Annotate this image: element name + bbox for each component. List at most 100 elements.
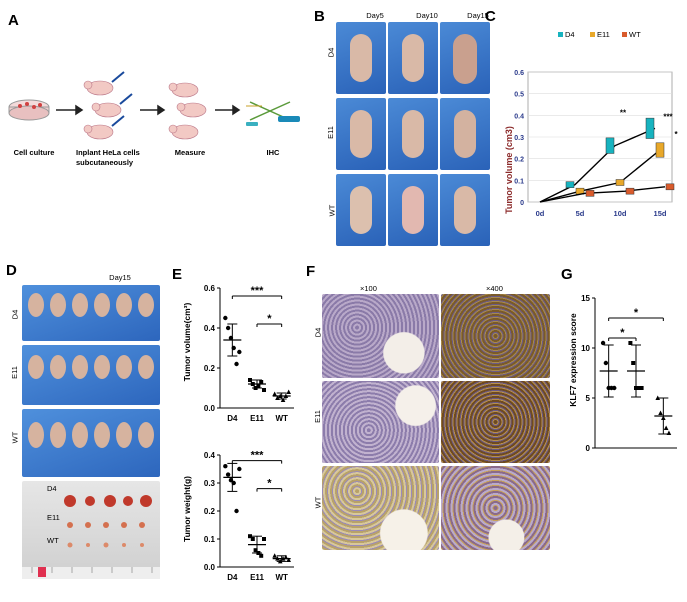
data-point [248,378,252,382]
x-tick-label: D4 [227,414,238,423]
magnification-label: ×400 [486,284,503,293]
box-mark [645,117,655,139]
significance-mark: * [620,327,625,339]
y-tick-label: 10 [581,344,590,353]
box-mark [585,190,595,197]
y-tick-label: 0.6 [204,284,216,293]
mouse-photo [440,22,490,94]
box-mark [625,187,635,195]
chart-c: D4 E11 WT Tumor volume (cm3) 0 0.1 0.2 0.3 0.4… [504,30,678,218]
data-point [237,349,242,355]
group-label: WT [313,496,323,509]
x-tick-label: D4 [227,573,238,582]
mouse-photo [440,98,490,170]
data-point [253,548,258,553]
group-label: E11 [9,366,19,379]
data-point [231,345,236,351]
data-point [248,534,252,539]
data-point [272,391,277,396]
panel-label-b: B [314,8,325,25]
data-point [286,389,291,394]
x-tick-label: WT [275,414,288,423]
arrow-icon [56,104,241,116]
mice-silhouettes [28,293,154,448]
group-label: WT [10,431,20,444]
data-point [256,551,261,555]
x-tick-label: WT [275,573,288,582]
data-point [603,360,609,366]
y-tick-label: 0.2 [204,364,216,373]
chart-legend: D4 E11 WT [558,30,641,39]
panel-label-g: G [561,266,573,283]
magnification-label: ×100 [360,284,377,293]
data-point [280,397,286,402]
data-point [225,472,231,477]
x-tick-label: 15d [654,209,667,218]
mice-group-photo [22,345,160,405]
data-point [661,415,666,420]
x-tick-label: WT [657,454,670,455]
significance-mark: *** [251,285,265,297]
group-label: D4 [313,327,323,338]
group-label: D4 [10,309,20,320]
chart-e-volume: Tumor volume(cm³) 0.00.20.40.6D4 E11 WT***… [182,284,294,423]
ihc-image-e11-x400 [441,381,550,463]
series-line [539,127,656,203]
ihc-image-d4-x400 [441,294,550,378]
mouse-photo [336,98,386,170]
data-point [223,315,228,321]
box-mark [565,181,575,188]
x-tick-label: E11 [250,573,264,582]
chart-g: KLF7 expression score 0 5 10 15 D4 E11 WT * * [568,294,677,455]
day-label: Day15 [109,273,131,282]
group-label: E11 [312,410,322,423]
legend-swatch [558,32,563,37]
data-point [253,386,258,390]
data-point [259,553,264,558]
data-point [225,325,231,331]
data-point [277,393,283,398]
petri-dish-icon [8,99,50,121]
y-tick-label: 15 [581,294,590,303]
data-point [237,466,242,472]
mouse-photo [336,22,386,94]
x-tick-label: E11 [250,414,264,423]
panel-label-a: A [8,12,19,29]
data-point [256,384,261,388]
syringe-icon [111,71,133,127]
y-tick-label: 0.0 [204,563,216,572]
data-point [259,380,264,384]
y-tick-label: 0.3 [514,135,524,142]
data-point [272,553,277,558]
data-point [231,480,236,486]
panel-label-d: D [6,262,17,279]
x-tick-label: 5d [576,209,585,218]
data-point [286,557,291,562]
ihc-image-d4-x100 [322,294,439,378]
y-axis-label: KLF7 expression score [568,313,578,407]
step-cell-culture: Cell culture [13,148,55,157]
box-mark [665,183,675,191]
ihc-image-e11-x100 [322,381,439,463]
panel-label-f: F [306,263,316,280]
data-point [666,430,672,435]
y-axis-label: Tumor volume (cm3) [504,126,514,214]
tumor-row-label: E11 [47,513,60,522]
legend-swatch [590,32,595,37]
data-point [658,410,663,415]
data-point [228,478,234,483]
significance-mark: * [634,307,639,319]
y-tick-label: 0.0 [204,404,216,413]
box-mark [655,142,665,158]
series-line [539,149,661,203]
y-tick-label: 0.4 [204,451,216,460]
y-tick-label: 5 [586,394,591,403]
data-point [634,386,638,390]
mouse-photo [440,174,490,246]
y-tick-label: 0.3 [204,479,216,488]
mice-group-photo [22,409,160,477]
data-point [280,556,286,561]
y-tick-label: 0.2 [204,507,216,516]
y-tick-label: 0 [586,444,591,453]
data-point [636,386,641,390]
